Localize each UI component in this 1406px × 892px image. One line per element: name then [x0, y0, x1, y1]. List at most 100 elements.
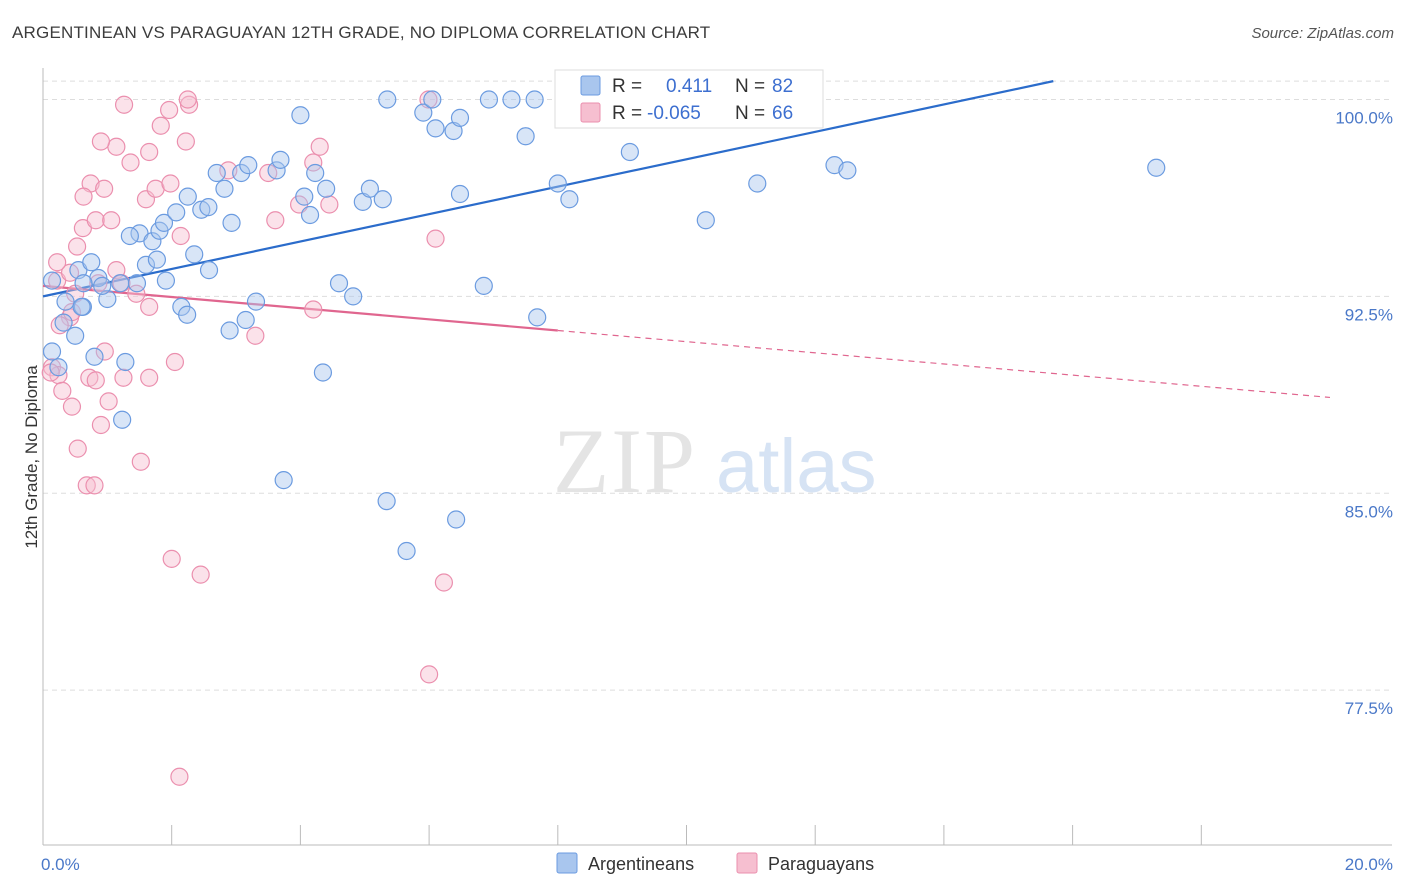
argentineans-point: [300, 205, 320, 225]
y-axis-tick-labels: 100.0% 92.5% 85.0% 77.5%: [1335, 109, 1393, 719]
argentineans-point: [426, 119, 445, 138]
argentineans-point: [82, 253, 101, 272]
paraguayans-point: [162, 549, 181, 568]
paraguayans-point: [304, 300, 323, 319]
argentineans-point: [373, 190, 392, 209]
paraguayans-point: [53, 381, 72, 400]
paraguayans-point: [434, 573, 454, 592]
legend-swatch-paraguayans: [736, 852, 758, 874]
argentineans-point: [548, 174, 567, 193]
series-legend: Argentineans Paraguayans: [556, 852, 874, 874]
argentineans-point: [329, 274, 349, 293]
argentineans-point: [147, 250, 166, 269]
paraguayans-point: [178, 90, 197, 109]
paraguayans-point: [170, 767, 189, 786]
argentineans-point: [222, 213, 241, 232]
argentineans-point: [120, 226, 139, 246]
argentineans-point: [66, 326, 85, 345]
paraguayans-point: [171, 226, 190, 246]
argentineans-point: [479, 90, 499, 109]
argentineans-point: [516, 127, 535, 146]
paraguayans-point: [165, 352, 185, 372]
argentineans-point: [450, 108, 470, 127]
y-tick-label: 85.0%: [1345, 502, 1393, 521]
paraguayans-trend-line: [42, 284, 558, 332]
argentineans-point: [85, 347, 104, 366]
argentineans-point: [450, 184, 470, 204]
argentineans-point: [56, 292, 75, 311]
argentineans-point: [72, 297, 91, 316]
paraguayans-point: [160, 100, 179, 120]
argentineans-point: [306, 163, 325, 183]
argentineans-points: [42, 90, 1166, 561]
argentineans-point: [620, 142, 639, 162]
paraguayans-point: [140, 368, 159, 387]
argentineans-point: [185, 245, 204, 264]
stats-legend-n-value-1: 82: [772, 76, 793, 97]
paraguayans-point: [131, 452, 150, 471]
paraguayans-point: [420, 665, 439, 684]
stats-legend-r-label-1: R =: [612, 76, 642, 97]
x-axis-ticks: [171, 825, 1202, 845]
paraguayans-point: [85, 476, 104, 495]
argentineans-point: [696, 211, 715, 230]
paraguayans-point: [310, 137, 329, 156]
stats-legend-n-value-2: 66: [772, 103, 793, 124]
argentineans-point: [377, 492, 396, 511]
paraguayans-point: [320, 195, 339, 214]
argentineans-point: [525, 90, 544, 109]
paraguayans-point: [121, 153, 140, 172]
argentineans-point: [215, 179, 234, 198]
paraguayans-point: [114, 95, 134, 114]
argentineans-point: [207, 163, 226, 183]
argentineans-point: [156, 271, 176, 290]
argentineans-point: [271, 150, 290, 169]
stats-legend-n-label-1: N =: [735, 76, 765, 97]
paraguayans-point: [68, 439, 87, 458]
argentineans-point: [246, 292, 266, 311]
argentineans-point: [154, 213, 174, 232]
argentineans-point: [239, 156, 258, 175]
argentineans-point: [236, 310, 255, 330]
argentineans-point: [838, 161, 857, 180]
argentineans-point: [414, 103, 433, 122]
stats-legend-swatch-blue: [580, 75, 601, 96]
y-axis-label: 12th Grade, No Diploma: [22, 365, 41, 549]
stats-legend-r-value-1: 0.411: [666, 76, 712, 97]
argentineans-point: [378, 90, 397, 109]
paraguayans-point: [48, 253, 67, 272]
argentineans-point: [199, 198, 218, 217]
argentineans-point: [136, 255, 156, 274]
argentineans-point: [220, 321, 239, 340]
y-tick-label: 92.5%: [1345, 305, 1393, 324]
paraguayans-point: [86, 211, 105, 230]
argentineans-point: [447, 510, 466, 529]
argentineans-point: [344, 287, 363, 306]
argentineans-point: [42, 342, 62, 361]
argentineans-point: [167, 203, 186, 222]
x-axis-tick-labels: 0.0% 20.0%: [41, 855, 1393, 874]
argentineans-point: [113, 410, 132, 429]
argentineans-point: [313, 363, 333, 382]
argentineans-point: [116, 352, 135, 372]
argentineans-point: [143, 232, 162, 251]
argentineans-point: [360, 179, 379, 198]
stats-legend: R = 0.411 N = 82 R = -0.065 N = 66: [554, 69, 824, 129]
paraguayans-point: [91, 415, 111, 435]
argentineans-point: [192, 200, 211, 219]
x-tick-label: 0.0%: [41, 855, 80, 874]
argentineans-point: [748, 174, 767, 193]
paraguayans-point: [191, 565, 210, 584]
paraguayans-point: [99, 392, 118, 411]
argentineans-point: [560, 190, 579, 209]
paraguayans-trend-extension: [557, 329, 1331, 399]
watermark-atlas: atlas: [716, 424, 877, 509]
paraguayans-point: [107, 137, 126, 156]
paraguayans-point: [114, 368, 133, 387]
legend-label-paraguayans: Paraguayans: [768, 854, 874, 874]
argentineans-point: [178, 305, 197, 324]
watermark: ZIP atlas: [553, 410, 877, 512]
paraguayans-point: [95, 342, 114, 361]
axes: [42, 68, 1392, 846]
argentineans-trend-line: [42, 80, 1054, 298]
